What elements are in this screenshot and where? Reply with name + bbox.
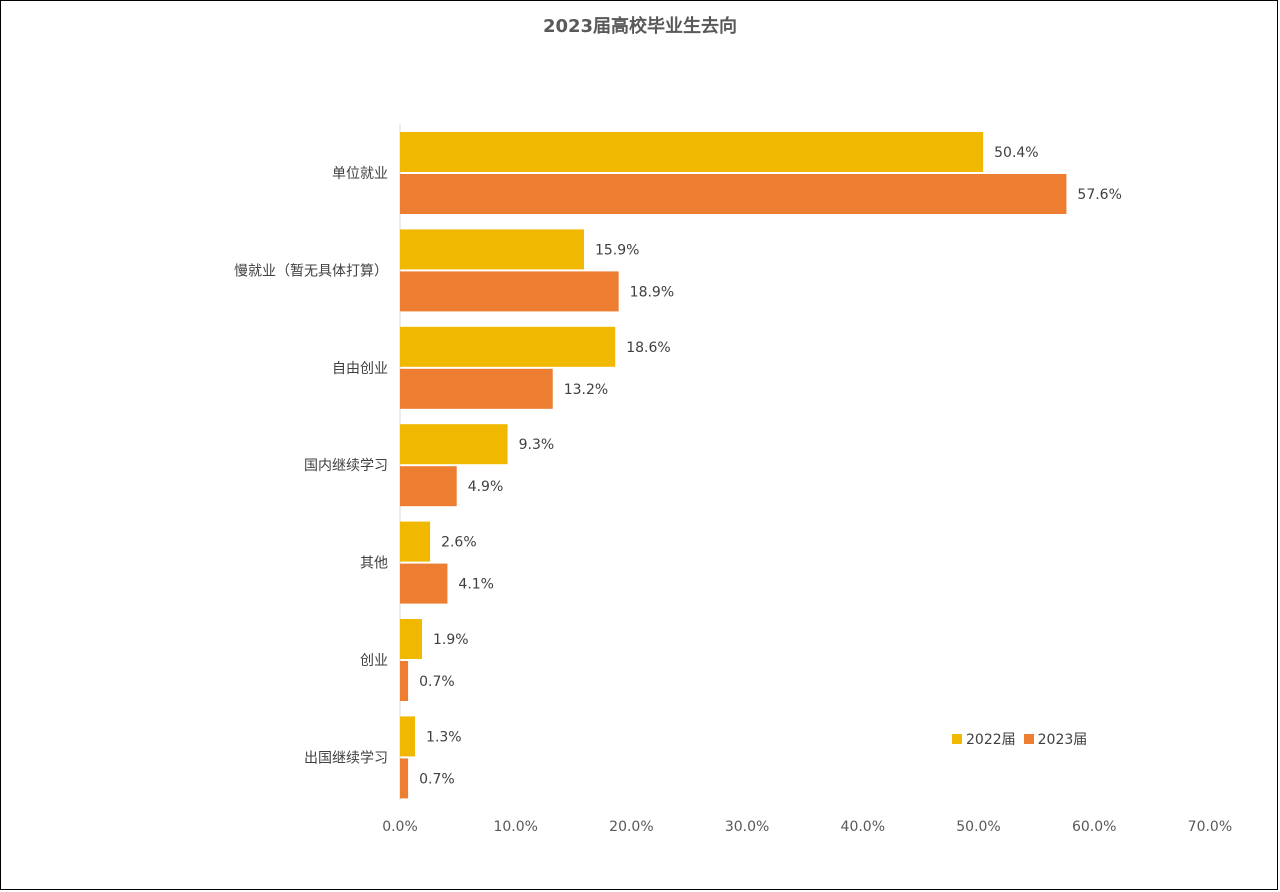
bar-2022 [400,326,616,367]
bar-2022 [400,229,584,270]
category-label: 出国继续学习 [304,749,388,766]
data-label: 18.6% [626,340,670,356]
data-label: 2.6% [441,535,477,551]
data-label: 50.4% [994,145,1038,161]
bar-2023 [400,466,457,507]
data-label: 18.9% [630,284,674,300]
category-label: 创业 [360,653,388,669]
bar-2022 [400,521,431,562]
legend-label-2022: 2022届 [966,732,1016,748]
data-label: 4.9% [468,479,504,495]
x-tick-label: 70.0% [1188,819,1232,835]
data-label: 57.6% [1077,187,1121,203]
category-label: 单位就业 [332,166,388,182]
legend-swatch-2022 [952,734,962,744]
x-tick-label: 30.0% [725,819,769,835]
category-label: 自由创业 [332,361,388,377]
bar-2022 [400,132,984,172]
x-tick-label: 0.0% [382,819,418,835]
bar-2023 [400,174,1067,214]
bar-2022 [400,716,416,757]
x-tick-label: 10.0% [493,819,537,835]
x-tick-label: 40.0% [841,819,885,835]
data-label: 15.9% [595,242,639,258]
data-label: 9.3% [519,437,555,453]
bar-2023 [400,661,409,701]
chart-legend: 2022届 2023届 [952,729,1095,749]
bar-2023 [400,368,553,409]
bar-2022 [400,619,422,659]
data-label: 1.9% [433,632,469,648]
x-tick-label: 20.0% [609,819,653,835]
data-label: 0.7% [419,771,455,787]
chart-title: 2023届高校毕业生去向 [542,16,738,37]
category-label: 慢就业（暂无具体打算） [234,262,388,279]
legend-item-2022: 2022届 [952,729,1016,749]
legend-label-2023: 2023届 [1037,732,1088,748]
data-label: 4.1% [458,577,494,593]
legend-item-2023: 2023届 [1023,729,1088,749]
x-tick-label: 50.0% [956,819,1000,835]
data-label: 1.3% [426,729,462,745]
bar-2023 [400,758,409,799]
category-label: 其他 [360,556,388,572]
bar-2023 [400,563,448,604]
data-label: 0.7% [419,674,455,690]
category-label: 国内继续学习 [304,457,388,474]
data-label: 13.2% [564,382,608,398]
bar-2022 [400,424,508,465]
legend-swatch-2023 [1023,734,1034,744]
x-tick-label: 60.0% [1072,819,1116,835]
bar-2023 [400,271,619,312]
